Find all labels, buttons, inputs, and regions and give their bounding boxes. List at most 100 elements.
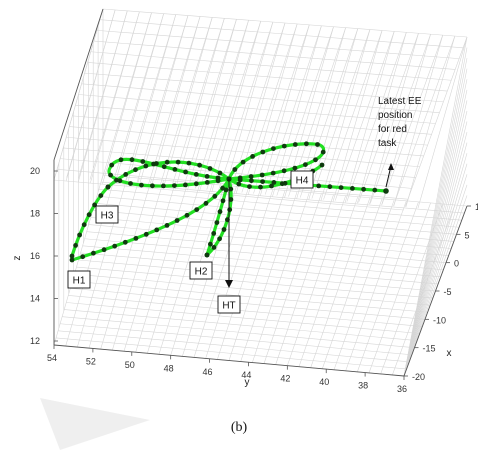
label-text-h2: H2	[195, 267, 208, 278]
trajectory-point	[133, 236, 139, 241]
grid-layer	[53, 8, 468, 377]
trajectory-point	[232, 167, 238, 172]
annotation: Latest EE position for red task	[378, 96, 422, 149]
trajectory-point	[193, 181, 199, 187]
trajectory-point	[194, 207, 200, 213]
trajectory-point	[86, 212, 92, 218]
y-tick-label: 42	[280, 374, 290, 384]
trajectory-point	[247, 184, 252, 190]
trajectory-point	[237, 177, 243, 183]
grid-line	[247, 23, 298, 196]
grid-line	[403, 174, 468, 377]
trajectory-point	[212, 193, 218, 199]
grid-line	[90, 217, 452, 249]
axes	[53, 8, 468, 377]
y-tick-label: 48	[164, 363, 174, 373]
trajectory-point	[183, 182, 188, 188]
trajectory-point	[220, 198, 226, 204]
label-text-h1: H1	[73, 276, 86, 287]
grid-line	[369, 34, 431, 204]
trajectory-point	[122, 239, 128, 245]
grid-line	[296, 27, 346, 199]
trajectory-point	[258, 184, 263, 190]
grid-line	[84, 72, 444, 103]
grid-line	[62, 316, 415, 348]
grid-line	[159, 17, 213, 186]
grid-line	[86, 231, 447, 263]
trajectory-point	[282, 180, 288, 186]
trajectory-point	[228, 186, 234, 192]
trajectory-point	[117, 178, 123, 184]
grid-line	[393, 35, 444, 207]
grid-line	[223, 21, 274, 194]
grid-line	[66, 136, 420, 168]
grid-line	[211, 21, 262, 193]
y-tick-label: 44	[241, 370, 251, 380]
grid-line	[276, 26, 334, 196]
grid-line	[369, 33, 419, 205]
grid-line	[148, 16, 201, 185]
trajectory-point	[211, 245, 217, 250]
y-tick-label: 52	[86, 356, 96, 366]
waypoint-labels: H1 H2 H3 H4 HT	[67, 170, 314, 314]
z-tick-label: 16	[30, 251, 40, 261]
figure-caption: (b)	[231, 420, 248, 435]
grid-line	[381, 34, 431, 206]
grid-line	[235, 22, 286, 195]
grid-line	[78, 259, 436, 292]
y-tick-label: 36	[397, 384, 407, 394]
trajectory-point	[281, 143, 287, 149]
trajectory-point	[108, 172, 113, 178]
grid-line	[76, 266, 433, 299]
trajectory-point	[105, 184, 111, 190]
trajectory-point	[259, 172, 265, 178]
z-axis-label: z	[12, 256, 23, 261]
grid-line	[93, 40, 456, 70]
grid-line	[264, 25, 322, 195]
trajectory-point	[350, 186, 355, 191]
grid-line	[405, 35, 456, 208]
trajectory-point	[197, 162, 203, 168]
trajectory-point	[207, 166, 213, 171]
grid-line	[320, 29, 371, 201]
ht-arrow-head	[225, 280, 233, 288]
grid-line	[357, 32, 407, 204]
trajectory-point	[271, 146, 276, 152]
x-tick-label: -5	[444, 287, 452, 297]
grid-line	[187, 19, 237, 191]
x-tick-label: 5	[465, 230, 470, 240]
y-axis-line	[53, 344, 405, 377]
trajectory-point	[361, 186, 366, 192]
trajectory-point	[154, 227, 160, 233]
grid-line	[334, 31, 395, 201]
grid-line	[88, 224, 449, 256]
annotation-line-2: position	[378, 110, 412, 121]
grid-line	[403, 195, 468, 377]
grid-line	[136, 15, 189, 184]
grid-line	[323, 30, 383, 200]
grid-line	[150, 16, 201, 188]
trajectory-point	[186, 160, 192, 166]
label-text-h4: H4	[296, 176, 309, 187]
grid-line	[272, 25, 322, 197]
trajectory-point	[208, 241, 213, 247]
trajectory-point	[269, 183, 274, 189]
grid-line	[92, 210, 454, 242]
grid-line	[81, 83, 440, 113]
x-tick-label: 10	[475, 202, 478, 212]
grid-line	[56, 337, 407, 370]
y-tick-label: 38	[358, 381, 368, 391]
x-tick-label: -10	[433, 315, 446, 325]
grid-line	[403, 131, 468, 377]
tick-labels: 1214161820545250484644424038361050-5-10-…	[30, 166, 478, 394]
trajectory-point	[128, 181, 133, 186]
trajectory-point	[172, 183, 177, 189]
trajectory-point	[228, 197, 234, 202]
trajectory-point	[227, 207, 233, 213]
z-tick-label: 20	[30, 166, 40, 176]
grid-line	[403, 110, 468, 377]
trajectory-point	[77, 232, 82, 238]
label-box-h2	[189, 261, 213, 280]
trajectory-point	[313, 157, 318, 163]
back-left-edge	[53, 8, 104, 161]
